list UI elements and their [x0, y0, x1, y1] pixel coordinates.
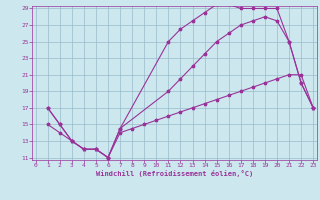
X-axis label: Windchill (Refroidissement éolien,°C): Windchill (Refroidissement éolien,°C) [96, 170, 253, 177]
